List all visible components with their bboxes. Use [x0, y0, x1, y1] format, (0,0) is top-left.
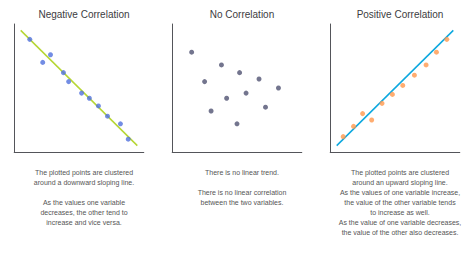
svg-text:increase and vice versa.: increase and vice versa. — [46, 219, 122, 226]
svg-text:the value of the other variabl: the value of the other variable tends — [344, 199, 456, 206]
svg-text:the value of the other also de: the value of the other also decreases. — [342, 229, 459, 236]
svg-text:The plotted points are cluster: The plotted points are clustered — [35, 169, 133, 177]
svg-text:between the two variables.: between the two variables. — [201, 199, 284, 206]
svg-text:As the value of one variable d: As the value of one variable decreases, — [339, 219, 462, 226]
svg-text:No Correlation: No Correlation — [210, 9, 274, 20]
svg-text:There is no linear correlation: There is no linear correlation — [198, 189, 287, 196]
svg-text:Positive Correlation: Positive Correlation — [357, 9, 444, 20]
svg-text:decreases, the other tend to: decreases, the other tend to — [40, 209, 127, 216]
svg-text:to increase as well.: to increase as well. — [370, 209, 430, 216]
svg-text:The plotted points are cluster: The plotted points are clustered — [351, 169, 449, 177]
svg-text:around an upward sloping line.: around an upward sloping line. — [352, 179, 447, 187]
svg-text:Negative Correlation: Negative Correlation — [38, 9, 129, 20]
svg-text:There is no linear trend.: There is no linear trend. — [205, 169, 279, 176]
svg-text:As the values one variable: As the values one variable — [43, 199, 125, 206]
svg-text:As the values of one variable: As the values of one variable increase, — [340, 189, 460, 196]
svg-text:around a downward sloping line: around a downward sloping line. — [34, 179, 134, 187]
